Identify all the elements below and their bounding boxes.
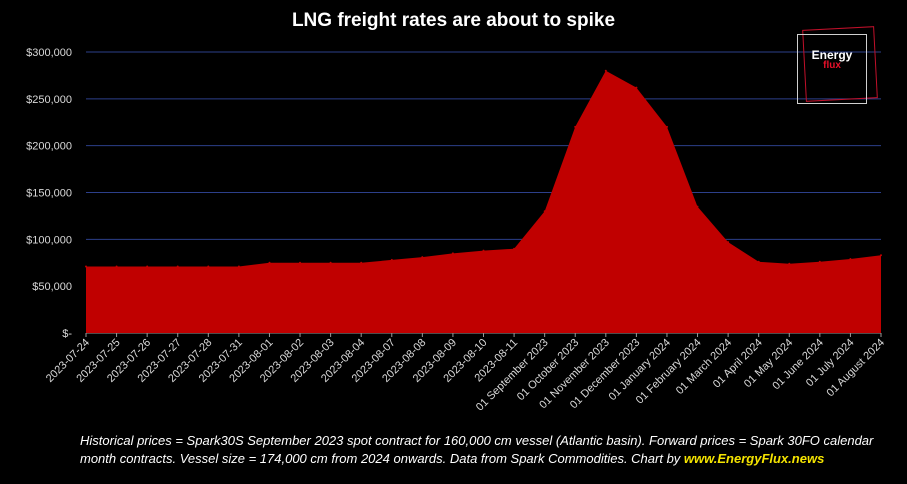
data-point [421, 256, 424, 259]
y-tick-label: $150,000 [26, 188, 72, 200]
data-point [390, 258, 393, 261]
x-axis-ticks: 2023-07-242023-07-252023-07-262023-07-27… [44, 333, 887, 413]
data-point [207, 265, 210, 268]
data-point [666, 125, 668, 128]
data-point [849, 258, 852, 260]
footnote-link[interactable]: www.EnergyFlux.news [683, 451, 825, 466]
data-point [360, 261, 363, 264]
x-tick-label: 01 August 2024 [825, 337, 888, 400]
area-series [85, 69, 882, 333]
data-point [146, 265, 149, 268]
chart-plot: $- $50,000 $100,000 $150,000 $200,000 $250,00… [26, 47, 887, 413]
data-point [788, 262, 791, 265]
chart-footnote: Historical prices = Spark30S September 2… [80, 432, 900, 468]
logo-text-flux: flux [823, 60, 841, 71]
y-axis-ticks: $- $50,000 $100,000 $150,000 $200,000 $250,00… [26, 47, 72, 340]
data-point [176, 265, 179, 268]
y-tick-label: $300,000 [26, 47, 72, 59]
footnote-text: Historical prices = Spark30S September 2… [80, 433, 874, 466]
y-tick-label: $200,000 [26, 141, 72, 153]
data-point [635, 86, 638, 89]
data-point [329, 261, 332, 264]
y-tick-label: $250,000 [26, 94, 72, 106]
data-point [115, 265, 118, 268]
y-tick-label: $50,000 [32, 281, 72, 293]
logo-text-energy: Energy [811, 48, 853, 62]
chart-title: LNG freight rates are about to spike [291, 10, 616, 31]
area-fill [86, 70, 881, 333]
data-point [757, 260, 760, 263]
energyflux-logo [797, 34, 867, 104]
y-tick-label: $100,000 [26, 234, 72, 246]
data-point [604, 69, 607, 72]
y-tick-label: $- [62, 328, 72, 340]
data-point [880, 254, 882, 257]
data-point [85, 265, 87, 268]
data-point [482, 249, 485, 252]
data-point [237, 265, 240, 268]
data-point [727, 241, 730, 244]
data-point [451, 252, 454, 255]
data-point [818, 260, 821, 263]
data-point [574, 125, 577, 128]
data-point [696, 205, 699, 208]
data-point [543, 210, 546, 213]
data-point [268, 261, 271, 264]
data-point [513, 247, 516, 250]
data-point [299, 261, 301, 264]
